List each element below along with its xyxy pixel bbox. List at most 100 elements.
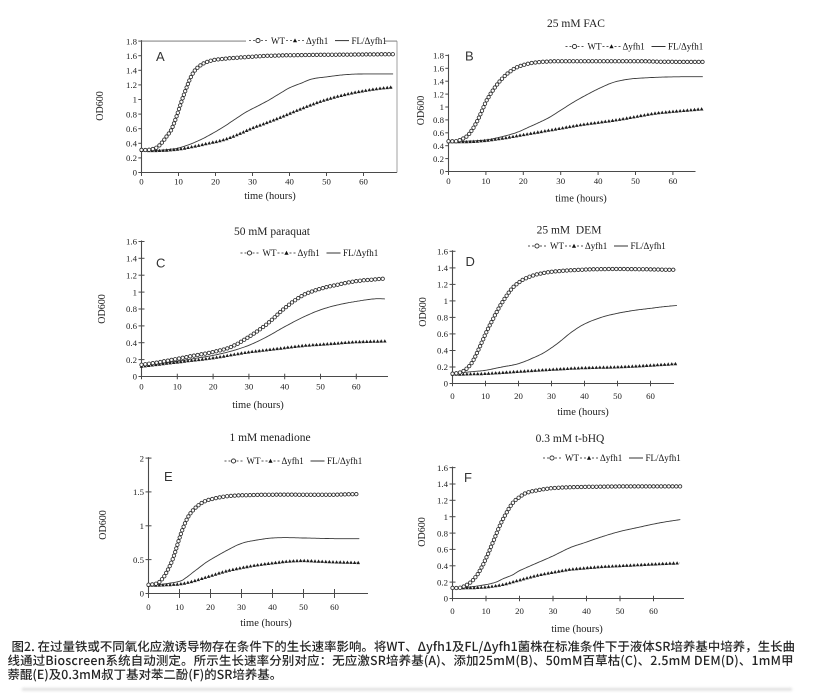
svg-text:FL/Δyfh1: FL/Δyfh1: [631, 241, 666, 251]
svg-text:1.2: 1.2: [126, 270, 137, 280]
svg-text:0.4: 0.4: [437, 346, 449, 356]
svg-text:20: 20: [519, 176, 528, 186]
svg-text:20: 20: [206, 602, 215, 612]
svg-text:0.4: 0.4: [437, 561, 449, 571]
svg-text:20: 20: [211, 176, 220, 186]
svg-text:50: 50: [299, 602, 308, 612]
svg-text:0: 0: [140, 589, 145, 599]
svg-text:25 mM FAC: 25 mM FAC: [547, 18, 605, 30]
svg-text:0: 0: [133, 168, 138, 178]
svg-text:FL/Δyfh1: FL/Δyfh1: [327, 456, 362, 466]
svg-text:FL/Δyfh1: FL/Δyfh1: [352, 36, 387, 46]
svg-text:OD600: OD600: [98, 510, 109, 539]
svg-text:1.8: 1.8: [433, 51, 445, 61]
svg-text:30: 30: [237, 602, 246, 612]
svg-text:1: 1: [133, 287, 137, 297]
svg-text:1.5: 1.5: [133, 487, 145, 497]
svg-text:0.6: 0.6: [433, 128, 445, 138]
svg-text:WT: WT: [565, 453, 579, 463]
svg-text:1.6: 1.6: [437, 463, 449, 473]
svg-text:OD600: OD600: [97, 294, 108, 323]
svg-text:10: 10: [173, 382, 182, 392]
svg-text:WT: WT: [550, 241, 564, 251]
svg-text:FL/Δyfh1: FL/Δyfh1: [646, 453, 681, 463]
svg-text:E: E: [164, 469, 173, 484]
svg-text:0.8: 0.8: [433, 115, 445, 125]
svg-text:OD600: OD600: [416, 96, 427, 125]
svg-text:60: 60: [646, 391, 655, 401]
svg-text:0.4: 0.4: [126, 338, 138, 348]
svg-text:20: 20: [514, 391, 523, 401]
svg-text:time (hours): time (hours): [244, 191, 296, 202]
svg-text:WT: WT: [263, 248, 277, 258]
svg-text:25 mM DEM: 25 mM DEM: [537, 225, 602, 237]
svg-text:50: 50: [613, 391, 622, 401]
svg-text:50: 50: [616, 606, 625, 616]
svg-text:0.2: 0.2: [437, 577, 448, 587]
svg-text:Δyfh1: Δyfh1: [282, 456, 304, 466]
svg-text:1.8: 1.8: [126, 36, 138, 46]
svg-text:60: 60: [669, 176, 678, 186]
svg-text:40: 40: [594, 176, 603, 186]
svg-text:D: D: [466, 254, 475, 269]
svg-text:0.8: 0.8: [437, 528, 449, 538]
svg-text:40: 40: [285, 176, 294, 186]
svg-text:30: 30: [245, 382, 254, 392]
svg-text:Δyfh1: Δyfh1: [600, 453, 622, 463]
svg-text:60: 60: [359, 176, 368, 186]
svg-text:1.6: 1.6: [126, 51, 138, 61]
svg-text:0.2: 0.2: [433, 154, 444, 164]
svg-text:1: 1: [444, 512, 448, 522]
svg-text:0: 0: [440, 167, 445, 177]
svg-text:1.4: 1.4: [126, 254, 138, 264]
svg-text:1.6: 1.6: [437, 247, 449, 257]
svg-text:0: 0: [139, 176, 144, 186]
svg-text:40: 40: [580, 391, 589, 401]
svg-text:0.8: 0.8: [126, 304, 138, 314]
svg-text:60: 60: [649, 606, 658, 616]
svg-text:0: 0: [450, 606, 455, 616]
svg-text:0.6: 0.6: [437, 545, 449, 555]
svg-text:1.4: 1.4: [433, 76, 445, 86]
svg-text:10: 10: [482, 606, 491, 616]
svg-text:0: 0: [444, 379, 449, 389]
svg-text:40: 40: [268, 602, 277, 612]
svg-text:WT: WT: [271, 36, 285, 46]
svg-text:OD600: OD600: [418, 297, 429, 326]
svg-text:0: 0: [146, 602, 151, 612]
svg-text:0: 0: [133, 372, 138, 382]
svg-text:30: 30: [549, 606, 558, 616]
svg-text:WT: WT: [247, 456, 261, 466]
svg-text:0.3 mM t-bHQ: 0.3 mM t-bHQ: [536, 433, 605, 445]
svg-text:time (hours): time (hours): [240, 618, 292, 629]
svg-text:WT: WT: [588, 42, 602, 52]
svg-text:1: 1: [440, 102, 444, 112]
svg-text:50 mM paraquat: 50 mM paraquat: [234, 226, 311, 238]
svg-text:0.6: 0.6: [126, 124, 138, 134]
svg-text:50: 50: [322, 176, 331, 186]
svg-text:Δyfh1: Δyfh1: [585, 241, 607, 251]
svg-text:10: 10: [174, 176, 183, 186]
svg-text:0.4: 0.4: [126, 139, 138, 149]
svg-text:0: 0: [446, 176, 451, 186]
svg-text:A: A: [156, 49, 165, 64]
svg-text:0.6: 0.6: [437, 329, 449, 339]
svg-text:OD600: OD600: [95, 91, 106, 120]
svg-text:1.2: 1.2: [437, 496, 448, 506]
svg-text:time (hours): time (hours): [555, 194, 607, 205]
svg-text:10: 10: [482, 176, 491, 186]
svg-text:1.2: 1.2: [437, 280, 448, 290]
svg-text:50: 50: [316, 382, 325, 392]
svg-text:0.2: 0.2: [126, 355, 137, 365]
svg-text:2: 2: [140, 453, 144, 463]
svg-text:0.4: 0.4: [433, 141, 445, 151]
svg-text:Δyfh1: Δyfh1: [298, 248, 320, 258]
svg-text:0: 0: [139, 382, 144, 392]
svg-text:1.2: 1.2: [433, 89, 444, 99]
svg-text:10: 10: [175, 602, 184, 612]
svg-text:B: B: [465, 49, 474, 64]
svg-text:1.2: 1.2: [126, 80, 137, 90]
svg-text:1.4: 1.4: [437, 263, 449, 273]
svg-text:20: 20: [515, 606, 524, 616]
svg-text:1 mM menadione: 1 mM menadione: [229, 432, 310, 444]
